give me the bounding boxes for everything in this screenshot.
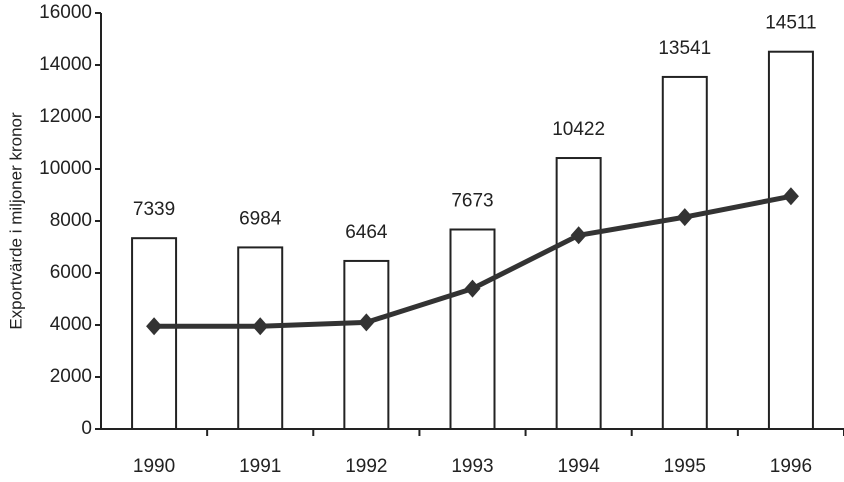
x-tick-label: 1990 bbox=[133, 456, 175, 477]
line-marker bbox=[676, 208, 693, 227]
y-tick-label: 0 bbox=[81, 418, 92, 439]
bar bbox=[661, 75, 708, 431]
bar bbox=[555, 157, 602, 430]
data-label: 10422 bbox=[552, 119, 605, 140]
line-marker bbox=[146, 317, 163, 336]
bar bbox=[767, 50, 814, 431]
data-label: 6984 bbox=[239, 208, 282, 229]
y-tick-label: 2000 bbox=[50, 366, 92, 387]
x-tick-label: 1992 bbox=[345, 456, 387, 477]
data-label: 7673 bbox=[451, 191, 493, 212]
data-label: 13541 bbox=[658, 38, 711, 59]
line-marker bbox=[782, 187, 799, 206]
x-tick-label: 1995 bbox=[664, 456, 706, 477]
y-tick-label: 14000 bbox=[39, 54, 92, 75]
x-tick-label: 1991 bbox=[239, 456, 281, 477]
bar bbox=[449, 228, 496, 430]
bar bbox=[343, 259, 390, 430]
data-label: 14511 bbox=[765, 13, 816, 34]
data-label: 6464 bbox=[345, 222, 388, 243]
x-tick-label: 1994 bbox=[558, 456, 601, 477]
line-marker bbox=[464, 279, 481, 298]
x-tick-label: 1996 bbox=[770, 456, 812, 477]
data-label: 7339 bbox=[133, 199, 175, 220]
y-axis-title: Exportvärde i miljoner kronor bbox=[6, 112, 25, 330]
y-tick-label: 16000 bbox=[39, 2, 92, 23]
y-tick-label: 8000 bbox=[50, 210, 92, 231]
line-marker bbox=[252, 317, 269, 336]
x-tick-label: 1993 bbox=[451, 456, 493, 477]
line-marker bbox=[570, 226, 587, 245]
line-marker bbox=[358, 313, 375, 332]
y-tick-label: 10000 bbox=[39, 158, 92, 179]
y-tick-label: 6000 bbox=[50, 262, 92, 283]
bar bbox=[237, 246, 284, 430]
y-tick-label: 4000 bbox=[50, 314, 92, 335]
y-tick-label: 12000 bbox=[39, 106, 92, 127]
